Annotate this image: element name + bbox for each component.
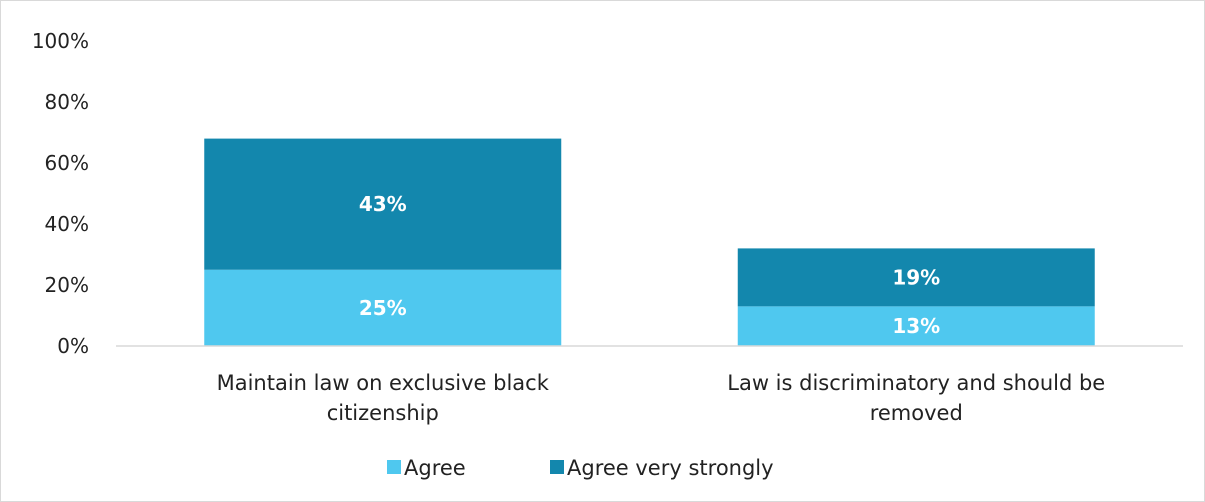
category-labels: Maintain law on exclusive black citizensh… — [217, 371, 1106, 425]
legend: Agree Agree very strongly — [387, 456, 774, 480]
bars: 25% 43% 13% 19% — [204, 138, 1095, 346]
y-tick-label: 100% — [32, 29, 89, 53]
bar-agree-very-strongly-1 — [204, 138, 562, 270]
y-tick-label: 60% — [45, 151, 89, 175]
data-label: 13% — [892, 314, 940, 338]
legend-label: Agree very strongly — [567, 456, 774, 480]
legend-swatch — [550, 460, 564, 474]
bar-agree-1 — [204, 269, 562, 346]
legend-swatch — [387, 460, 401, 474]
data-label: 25% — [359, 296, 407, 320]
y-tick-label: 0% — [57, 334, 89, 358]
category-label: citizenship — [327, 401, 439, 425]
y-tick-label: 40% — [45, 212, 89, 236]
y-tick-label: 20% — [45, 273, 89, 297]
category-label: removed — [870, 401, 963, 425]
y-axis-tick-labels: 0% 20% 40% 60% 80% 100% — [32, 29, 89, 358]
legend-label: Agree — [404, 456, 466, 480]
bar-agree-very-strongly-2 — [737, 248, 1095, 307]
category-label: Law is discriminatory and should be — [727, 371, 1105, 395]
data-label: 43% — [359, 192, 407, 216]
data-label: 19% — [892, 265, 940, 289]
bar-agree-2 — [737, 306, 1095, 346]
y-tick-label: 80% — [45, 90, 89, 114]
category-label: Maintain law on exclusive black — [217, 371, 550, 395]
